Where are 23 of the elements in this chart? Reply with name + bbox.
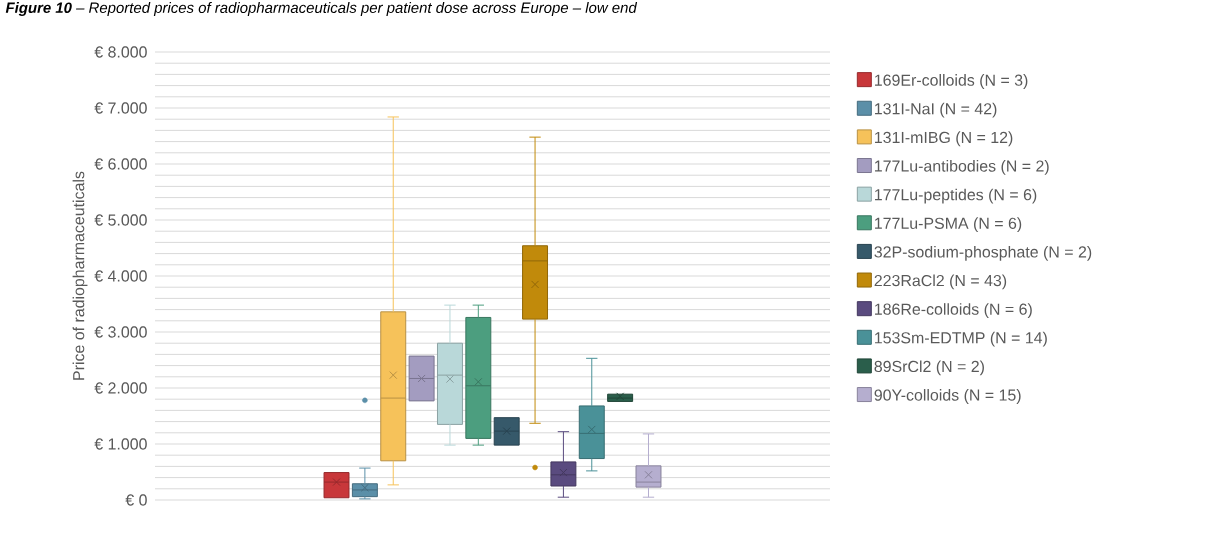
legend-label: 169Er-colloids (N = 3) <box>875 74 1028 89</box>
y-tick-label: € 5.000 <box>94 214 147 226</box>
y-tick-label: € 3.000 <box>94 326 147 338</box>
legend-label: 186Re-colloids (N = 6) <box>875 303 1032 318</box>
legend-label: 89SrCl2 (N = 2) <box>874 360 984 376</box>
legend-label: 177Lu-peptides (N = 6) <box>875 188 1037 204</box>
chart-title: Figure 10 – Reported prices of radiopharmaceuticals per patient dose across Europe – low end <box>5 2 638 16</box>
legend-label: 32P-sodium-phosphate (N = 2) <box>874 245 1092 261</box>
y-tick-label: € 8.000 <box>94 46 147 58</box>
legend-label: 223RaCl2 (N = 43) <box>874 274 1007 290</box>
y-tick-label: € 4.000 <box>94 270 147 282</box>
legend-label: 131I-mIBG (N = 12) <box>875 131 1013 147</box>
legend-label: 177Lu-PSMA (N = 6) <box>875 217 1022 233</box>
y-tick-label: € 2.000 <box>94 382 147 394</box>
legend-label: 90Y-colloids (N = 15) <box>874 389 1021 404</box>
legend-label: 153Sm-EDTMP (N = 14) <box>875 331 1047 347</box>
y-tick-label: € 1.000 <box>94 438 147 450</box>
legend-label: 177Lu-antibodies (N = 2) <box>875 160 1049 175</box>
y-tick-label: € 7.000 <box>94 102 147 114</box>
y-tick-label: € 6.000 <box>94 158 147 170</box>
y-axis-title: Price of radiopharmaceuticals <box>72 171 88 380</box>
y-tick-label: € 0 <box>125 494 147 506</box>
legend-label: 131I-NaI (N = 42) <box>875 102 997 118</box>
